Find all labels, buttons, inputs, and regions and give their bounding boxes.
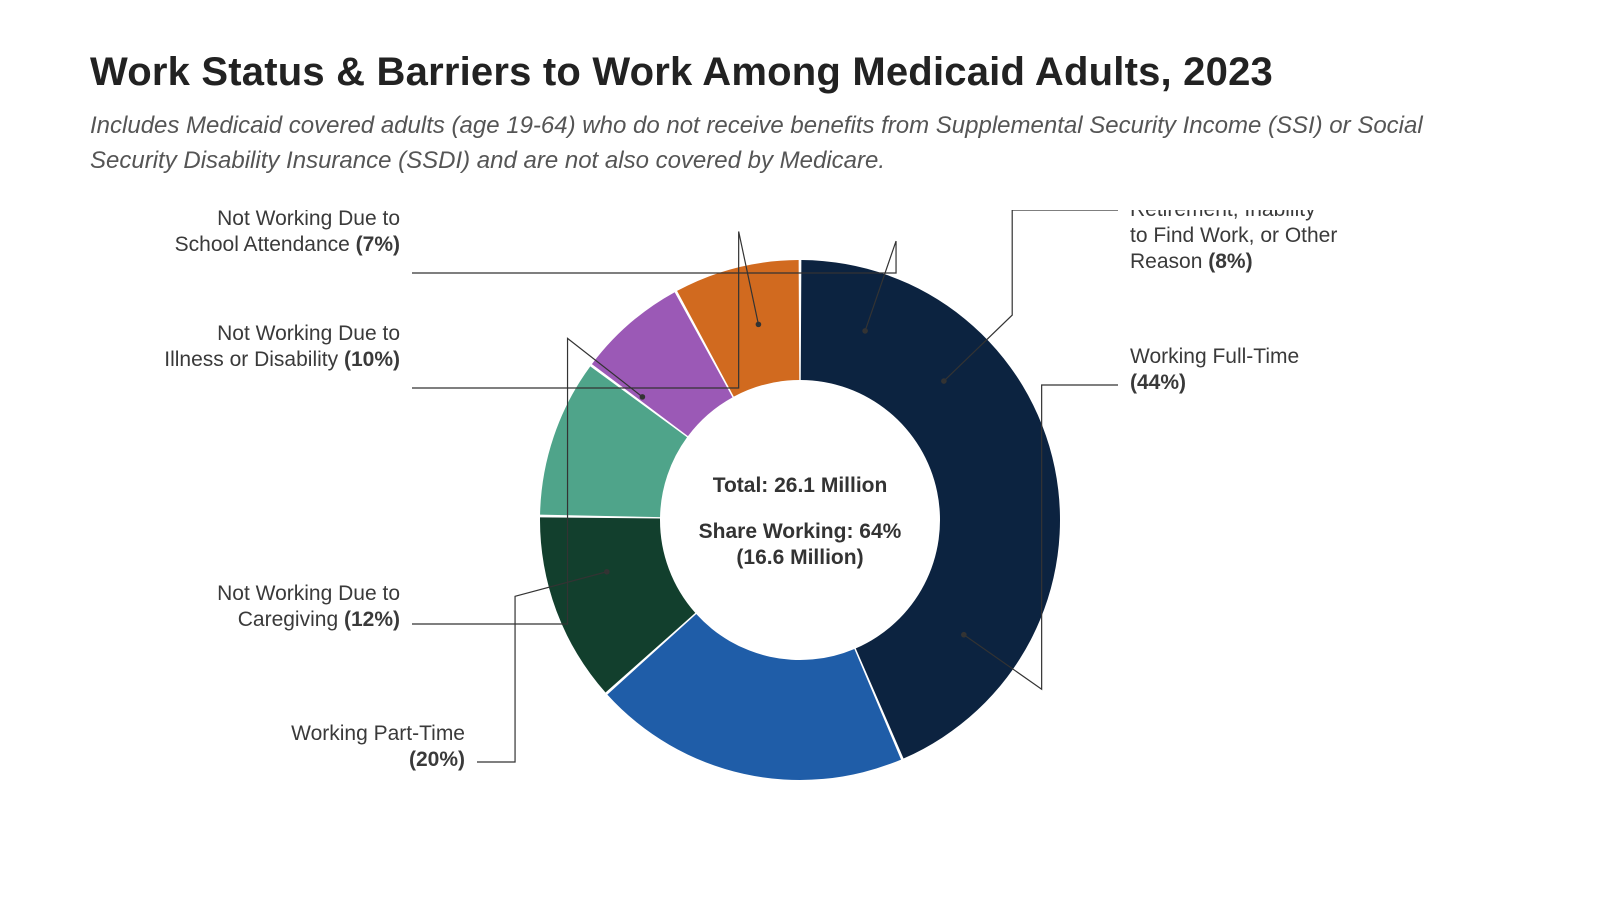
center-share-line2: (16.6 Million) [736, 546, 863, 569]
center-share-line1: Share Working: 64% [699, 520, 902, 543]
slice-label-1: Working Part-Time(20%) [291, 722, 465, 771]
center-total: Total: 26.1 Million [713, 474, 888, 497]
page-title: Work Status & Barriers to Work Among Med… [90, 50, 1510, 95]
slice-label-3: Not Working Due toIllness or Disability … [164, 322, 400, 371]
leader-line-5 [944, 210, 1118, 381]
slice-label-0: Working Full-Time(44%) [1130, 345, 1299, 394]
page-subtitle: Includes Medicaid covered adults (age 19… [90, 109, 1470, 179]
leader-dot-4 [862, 328, 868, 334]
slice-label-2: Not Working Due toCaregiving (12%) [217, 582, 400, 631]
donut-chart: Working Full-Time(44%) Working Part-Time(… [0, 210, 1600, 870]
slice-label-5: Not Working Due toRetirement, Inabilityt… [1130, 210, 1337, 273]
slice-label-4: Not Working Due toSchool Attendance (7%) [175, 210, 400, 256]
